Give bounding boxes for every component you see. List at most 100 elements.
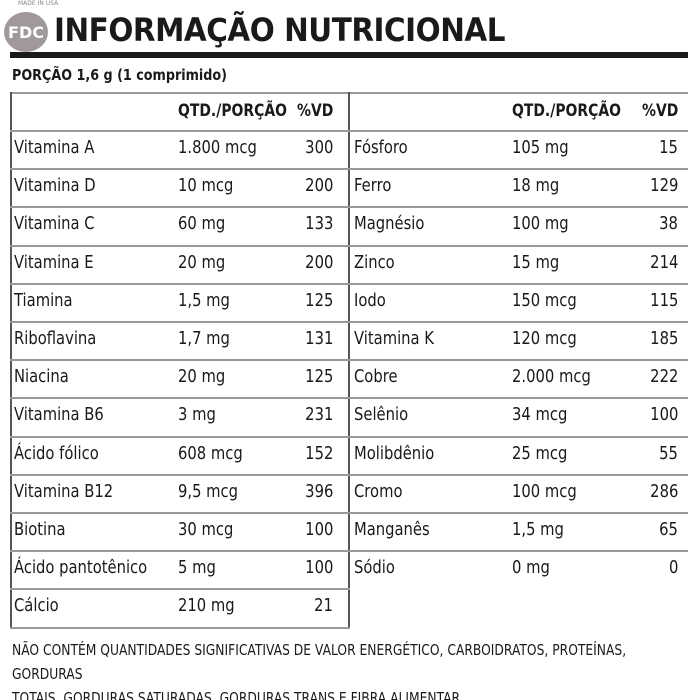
nutrient-daily-value: 300	[304, 137, 333, 158]
nutrient-daily-value: 100	[649, 404, 678, 426]
nutrient-quantity: 0 mg	[512, 557, 550, 579]
nutrient-quantity: 100 mg	[512, 213, 569, 235]
watermark-text: MADE IN USA	[18, 0, 59, 7]
table-rule	[10, 473, 688, 476]
nutrient-name: Niacina	[14, 366, 69, 388]
nutrient-name: Riboflavina	[14, 328, 97, 349]
nutrient-daily-value: 185	[649, 328, 678, 349]
nutrient-name: Cromo	[354, 480, 403, 502]
nutrient-quantity: 150 mcg	[512, 289, 577, 311]
nutrient-quantity: 30 mcg	[178, 519, 234, 540]
nutrient-quantity: 210 mg	[178, 595, 235, 617]
table-rule	[10, 130, 688, 132]
nutrient-name: Zinco	[354, 251, 395, 273]
nutrient-quantity: 10 mcg	[178, 175, 234, 197]
nutrient-name: Vitamina E	[14, 251, 94, 273]
table-rule	[10, 321, 688, 323]
nutrient-daily-value: 133	[304, 213, 333, 235]
table-rule	[10, 397, 688, 400]
nutrient-quantity: 105 mg	[512, 137, 569, 158]
nutrient-daily-value: 200	[304, 175, 333, 197]
nutrient-daily-value: 115	[649, 289, 678, 311]
vd-header: %VD	[641, 101, 678, 121]
nutrient-name: Sódio	[354, 557, 395, 579]
vd-header: %VD	[296, 101, 333, 121]
nutrient-daily-value: 21	[314, 595, 333, 617]
table-rule	[10, 282, 688, 285]
table-rule	[10, 244, 688, 247]
nutrient-name: Fósforo	[354, 137, 408, 158]
nutrient-quantity: 1,7 mg	[178, 328, 230, 349]
nutrient-quantity: 34 mcg	[512, 404, 568, 426]
nutrient-name: Manganês	[354, 519, 430, 540]
nutrient-name: Biotina	[14, 519, 66, 540]
nutrient-quantity: 9,5 mcg	[178, 480, 239, 502]
footer-line: NÃO CONTÉM QUANTIDADES SIGNIFICATIVAS DE…	[12, 641, 627, 683]
nutrient-daily-value: 231	[304, 404, 333, 426]
nutrient-name: Selênio	[354, 404, 409, 426]
nutrient-quantity: 3 mg	[178, 404, 216, 426]
nutrient-name: Cálcio	[14, 595, 59, 617]
nutrient-name: Vitamina B6	[14, 404, 104, 426]
nutrient-daily-value: 125	[304, 289, 333, 311]
nutrient-daily-value: 396	[304, 480, 333, 502]
nutrient-name: Vitamina A	[14, 137, 95, 158]
table-rule	[10, 206, 688, 209]
nutrient-quantity: 5 mg	[178, 557, 216, 579]
title-rule	[10, 52, 688, 58]
nutrient-daily-value: 131	[304, 328, 333, 349]
nutrient-quantity: 608 mcg	[178, 442, 243, 464]
nutrient-daily-value: 286	[649, 480, 678, 502]
nutrient-name: Tiamina	[14, 289, 73, 311]
qty-header: QTD./PORÇÃO	[512, 101, 621, 121]
nutrient-name: Vitamina B12	[14, 480, 114, 502]
qty-header: QTD./PORÇÃO	[178, 101, 287, 121]
table-rule	[10, 512, 688, 514]
table-rule	[10, 550, 688, 553]
nutrient-quantity: 1.800 mcg	[178, 137, 257, 158]
nutrient-daily-value: 55	[659, 442, 678, 464]
nutrient-daily-value: 125	[304, 366, 333, 388]
nutrient-daily-value: 100	[304, 557, 333, 579]
nutrient-quantity: 120 mcg	[512, 328, 577, 349]
nutrient-daily-value: 38	[659, 213, 678, 235]
nutrient-quantity: 1,5 mg	[512, 519, 564, 540]
table-rule	[10, 435, 688, 438]
nutrient-name: Magnésio	[354, 213, 425, 235]
nutrient-daily-value: 222	[649, 366, 678, 388]
nutrient-quantity: 20 mg	[178, 251, 226, 273]
nutrient-name: Ácido pantotênico	[14, 557, 148, 579]
nutrient-daily-value: 129	[649, 175, 678, 197]
nutrient-quantity: 60 mg	[178, 213, 226, 235]
nutrient-name: Ácido fólico	[14, 442, 99, 464]
nutrient-daily-value: 65	[659, 519, 678, 540]
nutrient-quantity: 18 mg	[512, 175, 560, 197]
nutrient-quantity: 25 mcg	[512, 442, 568, 464]
nutrient-quantity: 100 mcg	[512, 480, 577, 502]
nutrient-daily-value: 214	[649, 251, 678, 273]
nutrient-daily-value: 15	[659, 137, 678, 158]
watermark-logo: FDC	[4, 12, 48, 52]
nutrient-name: Cobre	[354, 366, 398, 388]
nutrient-name: Iodo	[354, 289, 386, 311]
nutrient-name: Vitamina D	[14, 175, 96, 197]
nutrient-quantity: 15 mg	[512, 251, 560, 273]
table-rule	[10, 626, 350, 629]
nutrient-quantity: 1,5 mg	[178, 289, 230, 311]
portion-size: PORÇÃO 1,6 g (1 comprimido)	[12, 66, 227, 84]
table-rule	[10, 588, 350, 591]
nutrient-name: Vitamina K	[354, 328, 434, 349]
nutrient-name: Vitamina C	[14, 213, 95, 235]
page-title: INFORMAÇÃO NUTRICIONAL	[54, 11, 506, 49]
footer-line: TOTAIS, GORDURAS SATURADAS, GORDURAS TRA…	[12, 689, 464, 700]
nutrient-daily-value: 100	[304, 519, 333, 540]
nutrient-daily-value: 152	[304, 442, 333, 464]
nutrient-quantity: 2.000 mcg	[512, 366, 591, 388]
nutrient-quantity: 20 mg	[178, 366, 226, 388]
table-rule	[10, 359, 688, 362]
nutrient-daily-value: 200	[304, 251, 333, 273]
nutrient-name: Molibdênio	[354, 442, 435, 464]
footer-note: NÃO CONTÉM QUANTIDADES SIGNIFICATIVAS DE…	[12, 638, 668, 700]
table-rule	[10, 168, 688, 171]
